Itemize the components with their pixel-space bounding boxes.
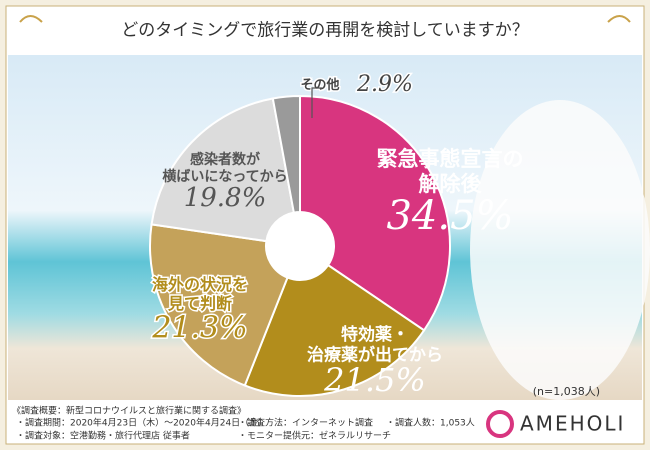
label-line: 治療薬が出てから — [307, 344, 443, 365]
pie-hole — [266, 212, 334, 280]
logo-mark — [486, 410, 514, 438]
value-label: 21.5% — [323, 361, 426, 399]
slice-label: 緊急事態宣言の解除後 — [377, 147, 524, 196]
slice-label: その他 — [300, 77, 339, 93]
footer-item: ・モニター提供元：ゼネラルリサーチ — [238, 430, 391, 442]
label-line: その他 — [300, 77, 339, 93]
photo-figure — [470, 100, 650, 400]
footer-item: ・調査方法：インターネット調査 — [238, 417, 373, 429]
value-label: 2.9% — [356, 72, 413, 97]
value-label: 34.5% — [386, 193, 513, 239]
footer-item: ・調査対象：空港勤務・旅行代理店 従事者 — [16, 430, 190, 442]
value-label: 19.8% — [184, 183, 267, 213]
logo: AMEHOLI — [520, 412, 625, 436]
leader-line — [311, 87, 322, 118]
survey-title: 《調査概要：新型コロナウイルスと旅行業に関する調査》 — [12, 405, 246, 417]
footer-item: ・調査人数：1,053人 — [386, 417, 475, 429]
slice-label: 海外の状況を見て判断 — [152, 275, 248, 313]
label-line: 海外の状況を — [152, 275, 248, 294]
label-line: 見て判断 — [167, 294, 232, 313]
label-line: 緊急事態宣言の — [377, 147, 524, 171]
value-label: 21.3% — [151, 311, 247, 346]
slice-label: 特効薬・治療薬が出てから — [307, 324, 443, 365]
sample-note: (n=1,038人) — [533, 385, 600, 398]
label-line: 感染者数が — [190, 151, 261, 168]
label-line: 横ばいになってから — [162, 168, 287, 185]
ornament — [19, 15, 631, 23]
pie-slice — [299, 94, 451, 332]
slice-label: 感染者数が横ばいになってから — [162, 151, 287, 185]
footer-item: ・調査期間：2020年4月23日（木）～2020年4月24日（金） — [16, 417, 267, 429]
label-line: 特効薬・ — [341, 324, 409, 345]
label-line: 解除後 — [419, 172, 483, 196]
chart-title: どのタイミングで旅行業の再開を検討していますか？ — [121, 21, 529, 41]
